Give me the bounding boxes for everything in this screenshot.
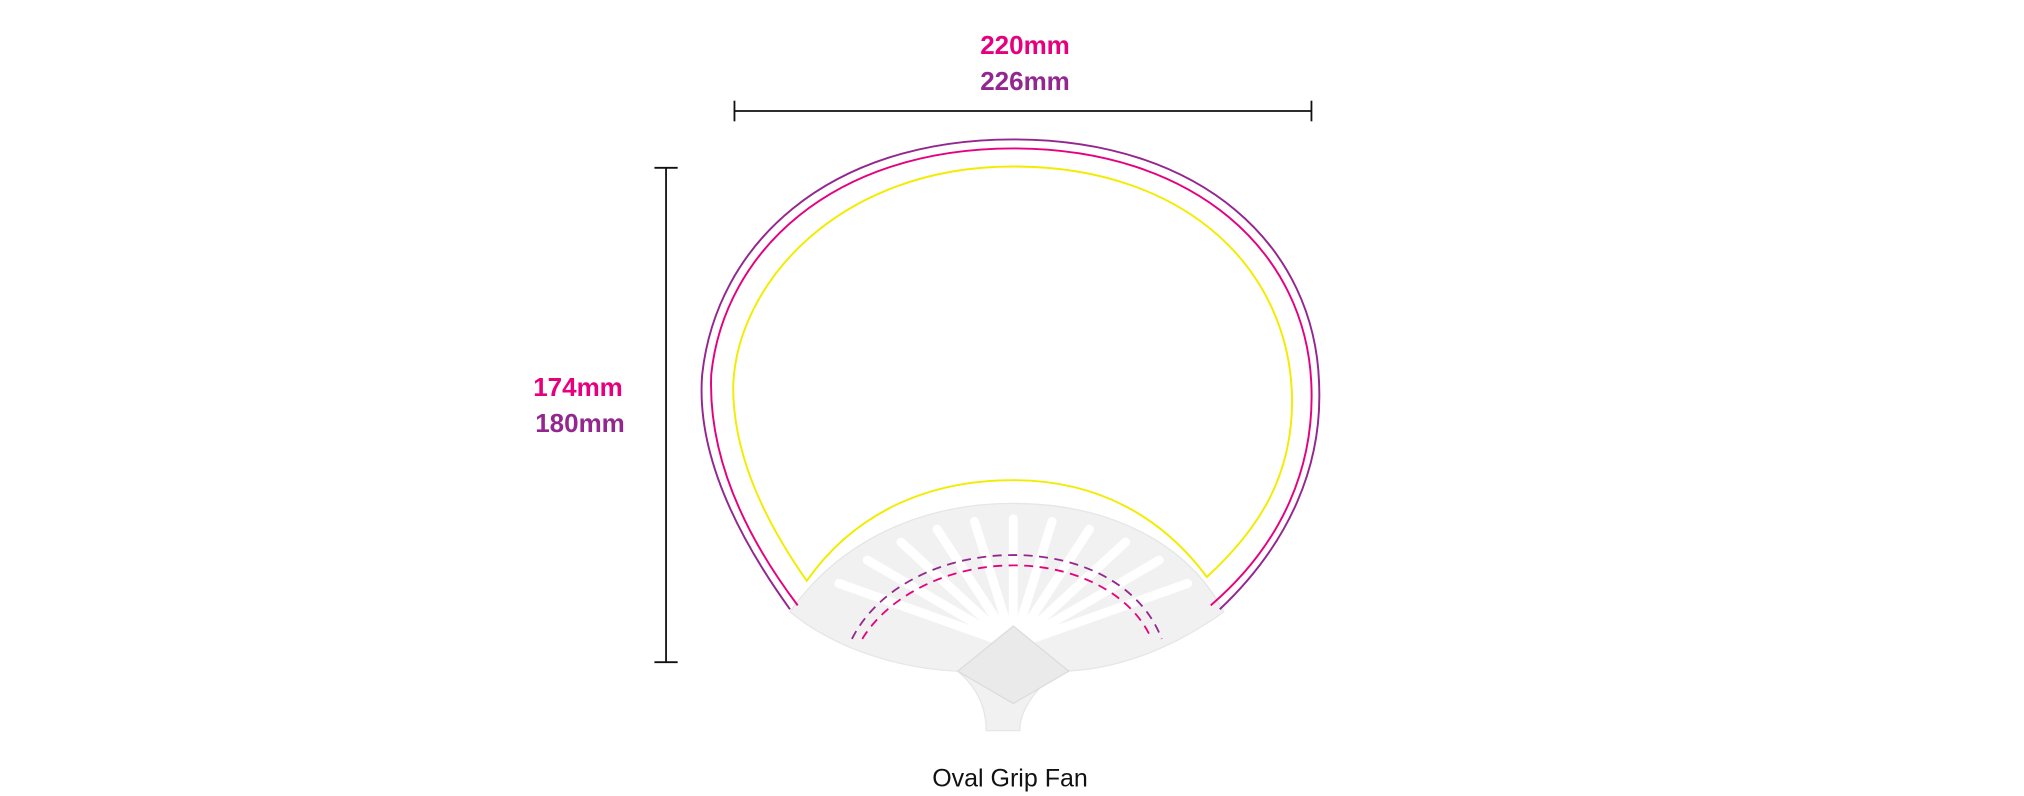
fan-template — [654, 100, 1321, 732]
width-outer-label: 226mm — [980, 66, 1070, 96]
trim-outline — [710, 147, 1313, 607]
dimension-lines — [654, 100, 1313, 664]
height-outer-label: 180mm — [535, 408, 625, 438]
grip-ribs — [834, 514, 1193, 650]
caption: Oval Grip Fan — [932, 765, 1088, 793]
height-inner-label: 174mm — [533, 372, 623, 402]
width-inner-label: 220mm — [980, 30, 1070, 60]
safe-area-outline — [732, 165, 1294, 583]
bleed-outline — [700, 138, 1321, 610]
grip — [789, 502, 1225, 732]
